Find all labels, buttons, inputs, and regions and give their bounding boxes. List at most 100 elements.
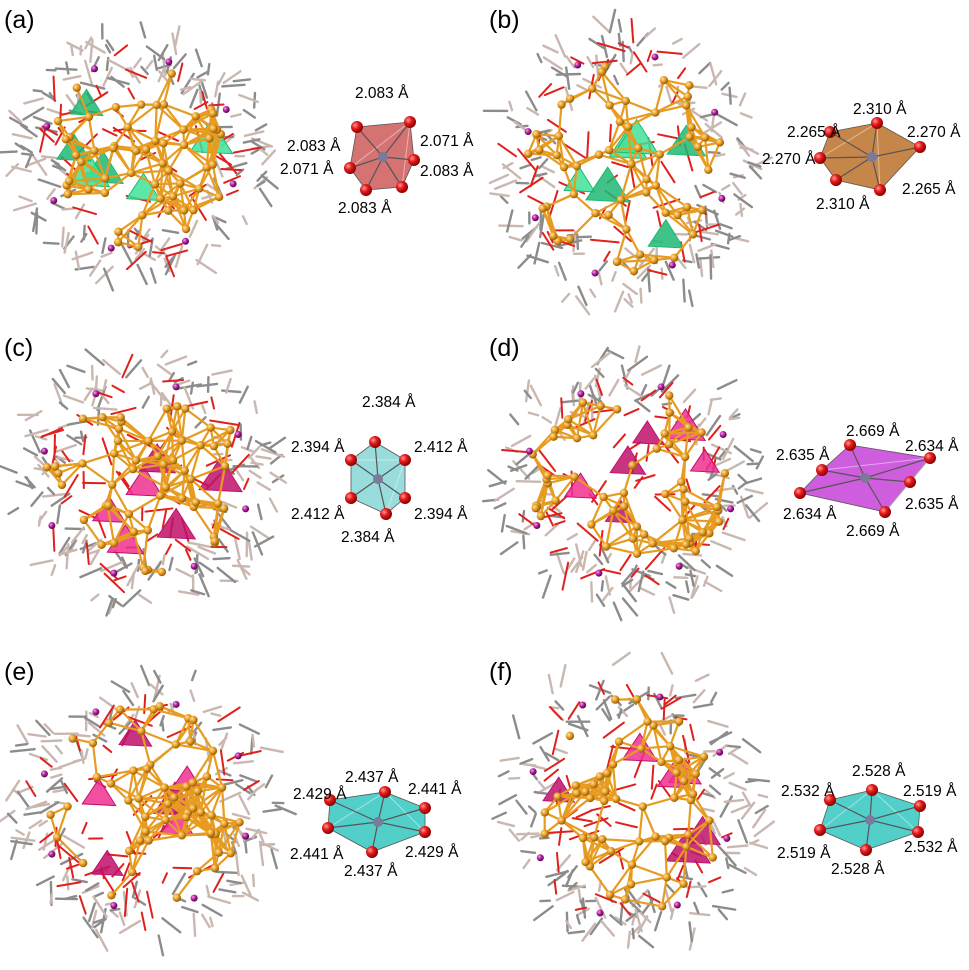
ligand-bond bbox=[141, 395, 150, 409]
ligand-bond bbox=[707, 398, 714, 416]
ligand-bond bbox=[178, 590, 200, 596]
oxygen-atom bbox=[924, 452, 936, 464]
metal-bond bbox=[126, 104, 158, 128]
ligand-bond bbox=[10, 839, 18, 861]
ligand-bond bbox=[198, 573, 210, 598]
oxygen-bond bbox=[165, 255, 176, 278]
metal-atom bbox=[128, 464, 138, 474]
metal-atom bbox=[131, 456, 141, 465]
ligand-bond bbox=[188, 219, 199, 238]
ligand-bond bbox=[201, 404, 207, 415]
oxygen-bond bbox=[242, 477, 250, 491]
ligand-bond bbox=[709, 254, 713, 280]
metal-atom bbox=[217, 783, 227, 792]
ligand-bond bbox=[213, 155, 224, 178]
ligand-bond bbox=[715, 843, 732, 861]
metal-bond bbox=[159, 163, 164, 199]
metal-atom bbox=[627, 860, 637, 869]
ligand-bond bbox=[500, 513, 506, 533]
oxygen-bond bbox=[541, 231, 555, 251]
metal-bond bbox=[575, 775, 601, 787]
metal-atom bbox=[161, 483, 170, 492]
ligand-bond bbox=[129, 66, 141, 84]
ligand-bond bbox=[631, 889, 649, 908]
metal-atom bbox=[681, 101, 691, 110]
ligand-bond bbox=[741, 791, 752, 807]
ligand-bond bbox=[118, 911, 126, 926]
ligand-bond bbox=[246, 435, 253, 451]
oxygen-bond bbox=[594, 893, 618, 904]
ligand-bond bbox=[242, 138, 261, 144]
metal-bond bbox=[659, 135, 691, 156]
oxygen-bond bbox=[113, 575, 127, 582]
metal-atom bbox=[559, 162, 569, 172]
metal-atom bbox=[594, 150, 604, 159]
ligand-bond bbox=[196, 243, 209, 266]
metal-bond bbox=[210, 787, 224, 816]
ligand-bond bbox=[612, 601, 623, 622]
metal-bond bbox=[615, 229, 628, 263]
metal-oxygen-bond bbox=[869, 805, 921, 821]
metal-atom bbox=[665, 391, 674, 400]
metal-bond bbox=[141, 195, 174, 217]
ligand-bond bbox=[257, 146, 269, 156]
ligand-bond bbox=[567, 722, 589, 732]
metal-atom bbox=[97, 540, 106, 549]
metal-atom bbox=[98, 412, 107, 422]
ligand-bond bbox=[70, 733, 91, 738]
ligand-bond bbox=[50, 563, 57, 577]
metal-bond bbox=[609, 863, 633, 896]
ligand-bond bbox=[623, 297, 634, 308]
oxygen-atom bbox=[419, 802, 431, 814]
ligand-bond bbox=[589, 288, 597, 299]
metal-atom bbox=[209, 441, 219, 451]
ligand-bond bbox=[79, 567, 103, 579]
phosphorus-atom bbox=[172, 383, 180, 391]
metal-bond bbox=[182, 112, 214, 131]
phosphorus-atom bbox=[716, 748, 724, 756]
metal-atom bbox=[581, 857, 590, 867]
metal-atom bbox=[159, 460, 168, 469]
ligand-bond bbox=[677, 875, 694, 881]
metal-bond bbox=[531, 453, 549, 477]
ligand-bond bbox=[508, 100, 514, 112]
ligand-bond bbox=[71, 878, 88, 884]
ligand-bond bbox=[542, 44, 559, 54]
metal-atom bbox=[688, 789, 698, 799]
metal-bond bbox=[168, 169, 200, 190]
metal-bond bbox=[192, 506, 215, 538]
metal-atom bbox=[552, 150, 561, 160]
ligand-bond bbox=[502, 161, 514, 170]
oxygen-bond bbox=[597, 681, 606, 695]
bond-distance: 2.669 Å bbox=[846, 523, 900, 540]
metal-bond bbox=[113, 439, 149, 455]
oxygen-atom bbox=[324, 794, 336, 806]
metal-bond bbox=[190, 465, 226, 481]
oxygen-bond bbox=[39, 757, 53, 768]
ligand-bond bbox=[617, 708, 623, 719]
ligand-bond bbox=[639, 287, 643, 304]
metal-bond bbox=[189, 444, 202, 480]
metal-bond bbox=[616, 258, 655, 263]
ligand-bond bbox=[639, 384, 648, 397]
oxygen-bond bbox=[612, 433, 627, 449]
phosphorus-atom bbox=[110, 569, 118, 577]
metal-bond bbox=[631, 863, 668, 879]
oxygen-bond bbox=[162, 379, 185, 383]
oxygen-bond bbox=[589, 805, 611, 812]
ligand-bond bbox=[665, 85, 673, 104]
metal-atom bbox=[601, 787, 610, 796]
bond-distance: 2.532 Å bbox=[904, 839, 958, 856]
ligand-bond bbox=[747, 161, 762, 168]
phosphorus-atom bbox=[48, 850, 56, 858]
metal-bond bbox=[654, 79, 665, 113]
oxygen-bond bbox=[545, 511, 554, 527]
metal-oxygen-bond bbox=[377, 821, 426, 833]
metal-bond bbox=[605, 525, 638, 548]
ligand-bond bbox=[41, 91, 56, 101]
metal-bond bbox=[620, 191, 647, 201]
ligand-bond bbox=[747, 777, 771, 783]
metal-bond bbox=[191, 750, 214, 784]
metal-atom bbox=[78, 414, 88, 423]
ligand-bond bbox=[20, 152, 35, 157]
